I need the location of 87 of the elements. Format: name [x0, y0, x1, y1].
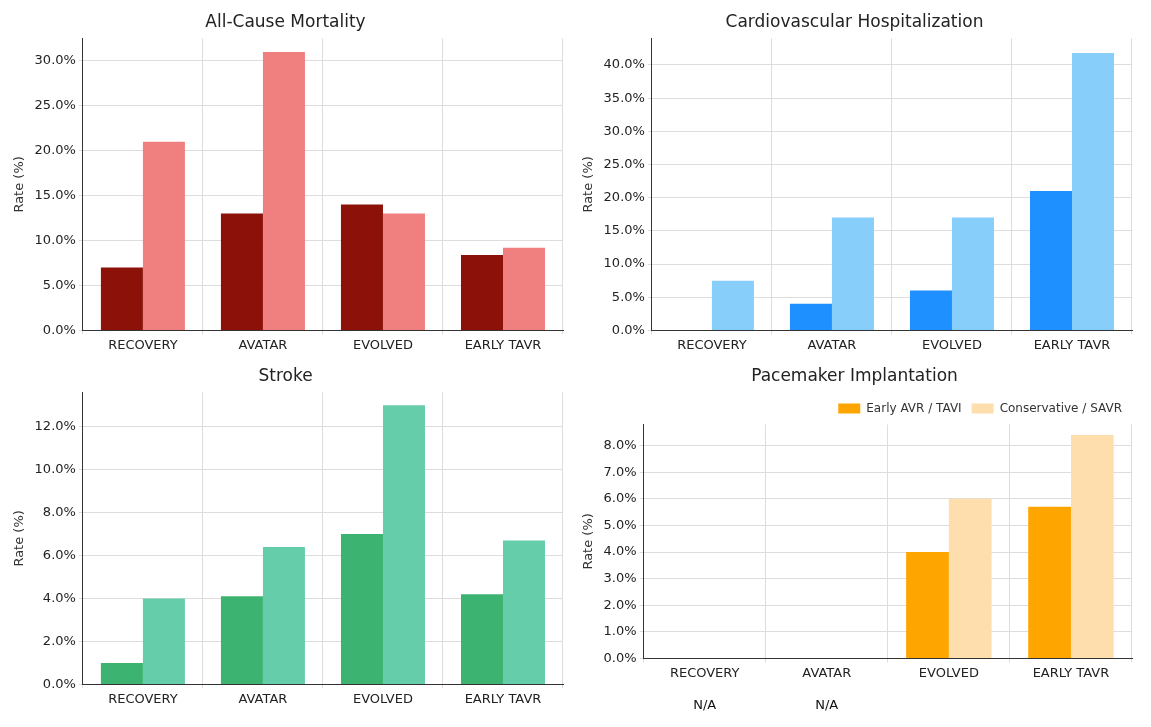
y-tick-label: 4.0% [603, 543, 637, 559]
y-tick-label: 7.0% [603, 463, 637, 479]
y-axis-title: Rate (%) [580, 513, 596, 570]
y-tick-label: 5.0% [603, 516, 637, 532]
bar [142, 141, 185, 330]
y-tick-label: 5.0% [42, 276, 76, 292]
bar [382, 405, 425, 684]
y-tick-label: 1.0% [603, 623, 637, 639]
y-tick-label: 8.0% [603, 437, 637, 453]
bar [340, 534, 383, 684]
x-tick-label: EARLY TAVR [1033, 336, 1111, 352]
bar [460, 254, 503, 330]
bar [906, 552, 949, 658]
y-tick-label: 0.0% [611, 321, 645, 337]
y-axis-title: Rate (%) [580, 156, 596, 213]
bar [340, 204, 383, 330]
y-tick-label: 30.0% [603, 122, 645, 138]
bar [460, 594, 503, 684]
y-tick-label: 10.0% [603, 255, 645, 271]
y-axis-title: Rate (%) [11, 156, 27, 213]
y-tick-label: 15.0% [34, 187, 76, 203]
x-tick-label: RECOVERY [108, 690, 178, 706]
bar [1028, 506, 1071, 658]
y-tick-label: 8.0% [42, 504, 76, 520]
y-tick-label: 12.0% [34, 418, 76, 434]
chart-title: Pacemaker Implantation [751, 364, 958, 385]
x-tick-label: EVOLVED [352, 690, 413, 706]
bar [951, 217, 994, 330]
y-tick-label: 15.0% [603, 222, 645, 238]
bar [909, 290, 952, 330]
y-tick-label: 0.0% [42, 675, 76, 691]
text: N/A [693, 696, 717, 712]
y-tick-label: 0.0% [42, 321, 76, 337]
y-tick-label: 2.0% [603, 596, 637, 612]
x-tick-label: EARLY TAVR [1032, 664, 1110, 680]
bar [502, 540, 545, 684]
x-tick-label: EARLY TAVR [464, 336, 542, 352]
y-axis-title: Rate (%) [11, 510, 27, 567]
x-tick-label: EVOLVED [918, 664, 979, 680]
x-tick-label: AVATAR [802, 664, 852, 680]
chart-title: Cardiovascular Hospitalization [725, 10, 984, 31]
text: N/A [815, 696, 839, 712]
x-tick-label: RECOVERY [669, 664, 740, 680]
bar [502, 247, 545, 330]
y-tick-label: 0.0% [603, 649, 637, 665]
bar [1029, 191, 1072, 330]
bar [262, 51, 305, 330]
x-tick-label: AVATAR [238, 690, 288, 706]
bar [220, 596, 263, 684]
legend-label: Conservative / SAVR [999, 400, 1122, 415]
bar [262, 546, 305, 684]
bar [220, 213, 263, 330]
bar [831, 217, 874, 330]
y-tick-label: 6.0% [42, 546, 76, 562]
bar [100, 662, 143, 684]
y-tick-label: 35.0% [603, 89, 645, 105]
y-tick-label: 40.0% [603, 56, 645, 72]
y-tick-label: 20.0% [603, 189, 645, 205]
legend-label: Early AVR / TAVI [866, 400, 962, 415]
y-tick-label: 4.0% [42, 589, 76, 605]
x-tick-label: AVATAR [807, 336, 857, 352]
y-tick-label: 5.0% [611, 288, 645, 304]
chart-title: All-Cause Mortality [205, 10, 366, 31]
bar [1071, 53, 1114, 330]
x-tick-label: RECOVERY [677, 336, 747, 352]
x-tick-label: EARLY TAVR [464, 690, 542, 706]
x-tick-label: AVATAR [238, 336, 288, 352]
y-tick-label: 20.0% [34, 142, 76, 158]
bar [142, 598, 185, 684]
y-tick-label: 10.0% [34, 231, 76, 247]
y-tick-label: 25.0% [603, 155, 645, 171]
y-tick-label: 2.0% [42, 632, 76, 648]
bar [789, 303, 832, 330]
x-tick-label: EVOLVED [921, 336, 982, 352]
y-tick-label: 6.0% [603, 490, 637, 506]
chart-title: Stroke [258, 364, 313, 385]
x-tick-label: RECOVERY [108, 336, 178, 352]
x-tick-label: EVOLVED [352, 336, 413, 352]
bar [1070, 435, 1114, 658]
y-tick-label: 10.0% [34, 461, 76, 477]
y-tick-label: 3.0% [603, 570, 637, 585]
y-tick-label: 25.0% [34, 97, 76, 113]
bar [100, 267, 143, 330]
bar [711, 280, 754, 330]
bar [382, 213, 425, 330]
bar [948, 498, 992, 658]
y-tick-label: 30.0% [34, 52, 76, 68]
